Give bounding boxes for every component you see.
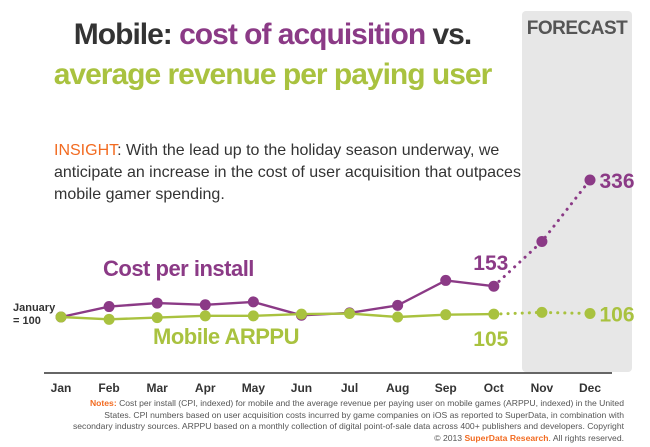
insight-body: : With the lead up to the holiday season… <box>54 142 521 203</box>
title-connector: vs. <box>425 18 472 51</box>
chart-title-line2: average revenue per paying user <box>53 58 493 91</box>
data-point <box>392 311 404 323</box>
notes: Notes: Cost per install (CPI, indexed) f… <box>66 398 624 444</box>
data-point <box>584 308 596 320</box>
data-label-arppu-dec: 106 <box>599 304 634 327</box>
notes-suffix: . All rights reserved. <box>548 432 624 443</box>
baseline-label: January <box>13 302 56 314</box>
x-tick-label: Apr <box>195 381 216 395</box>
notes-label: Notes: <box>89 398 117 408</box>
data-point <box>295 308 307 320</box>
data-label-arppu-oct: 105 <box>473 328 508 351</box>
series-line-actual <box>60 279 494 319</box>
data-label-cpi-dec: 336 <box>599 170 634 193</box>
forecast-label: FORECAST <box>526 18 628 39</box>
x-tick-label: Jul <box>341 381 358 395</box>
data-point <box>488 308 500 320</box>
data-point <box>344 308 356 320</box>
data-point <box>440 309 452 321</box>
data-point <box>392 299 404 311</box>
data-point <box>247 310 259 322</box>
series-line-actual <box>60 312 494 321</box>
notes-brand: SuperData Research <box>464 432 549 443</box>
data-point <box>536 306 548 318</box>
insight-label: INSIGHT <box>54 142 118 159</box>
insight-text: INSIGHT: With the lead up to the holiday… <box>54 140 524 206</box>
series-line-forecast <box>492 178 592 288</box>
data-point <box>103 301 115 313</box>
baseline-label: = 100 <box>13 315 41 327</box>
x-tick-label: Feb <box>98 381 119 395</box>
x-tick-label: Nov <box>531 381 554 395</box>
data-point <box>55 311 67 323</box>
title-prefix: Mobile: <box>73 18 180 51</box>
x-tick-label: Aug <box>386 381 409 395</box>
notes-text: Cost per install (CPI, indexed) for mobi… <box>72 398 624 443</box>
x-tick-label: Jan <box>51 381 72 395</box>
title-highlight: cost of acquisition <box>179 18 426 51</box>
data-point <box>199 310 211 322</box>
series-label-cpi: Cost per install <box>103 256 254 281</box>
x-tick-label: Dec <box>579 381 601 395</box>
data-point <box>536 236 548 248</box>
x-tick-label: Sep <box>435 381 457 395</box>
data-label-cpi-oct: 153 <box>473 252 508 275</box>
data-point <box>488 280 500 292</box>
chart-title-line1: Mobile: cost of acquisition vs. <box>0 18 545 52</box>
data-point <box>199 299 211 311</box>
data-point <box>151 312 163 324</box>
x-tick-label: Mar <box>147 381 169 395</box>
data-point <box>247 296 259 308</box>
data-point <box>584 174 596 186</box>
x-tick-label: Oct <box>484 381 504 395</box>
x-tick-label: Jun <box>291 381 312 395</box>
data-point <box>151 297 163 309</box>
series-label-arppu: Mobile ARPPU <box>153 324 299 349</box>
data-point <box>103 313 115 325</box>
data-point <box>440 274 452 286</box>
x-tick-label: May <box>242 381 266 395</box>
